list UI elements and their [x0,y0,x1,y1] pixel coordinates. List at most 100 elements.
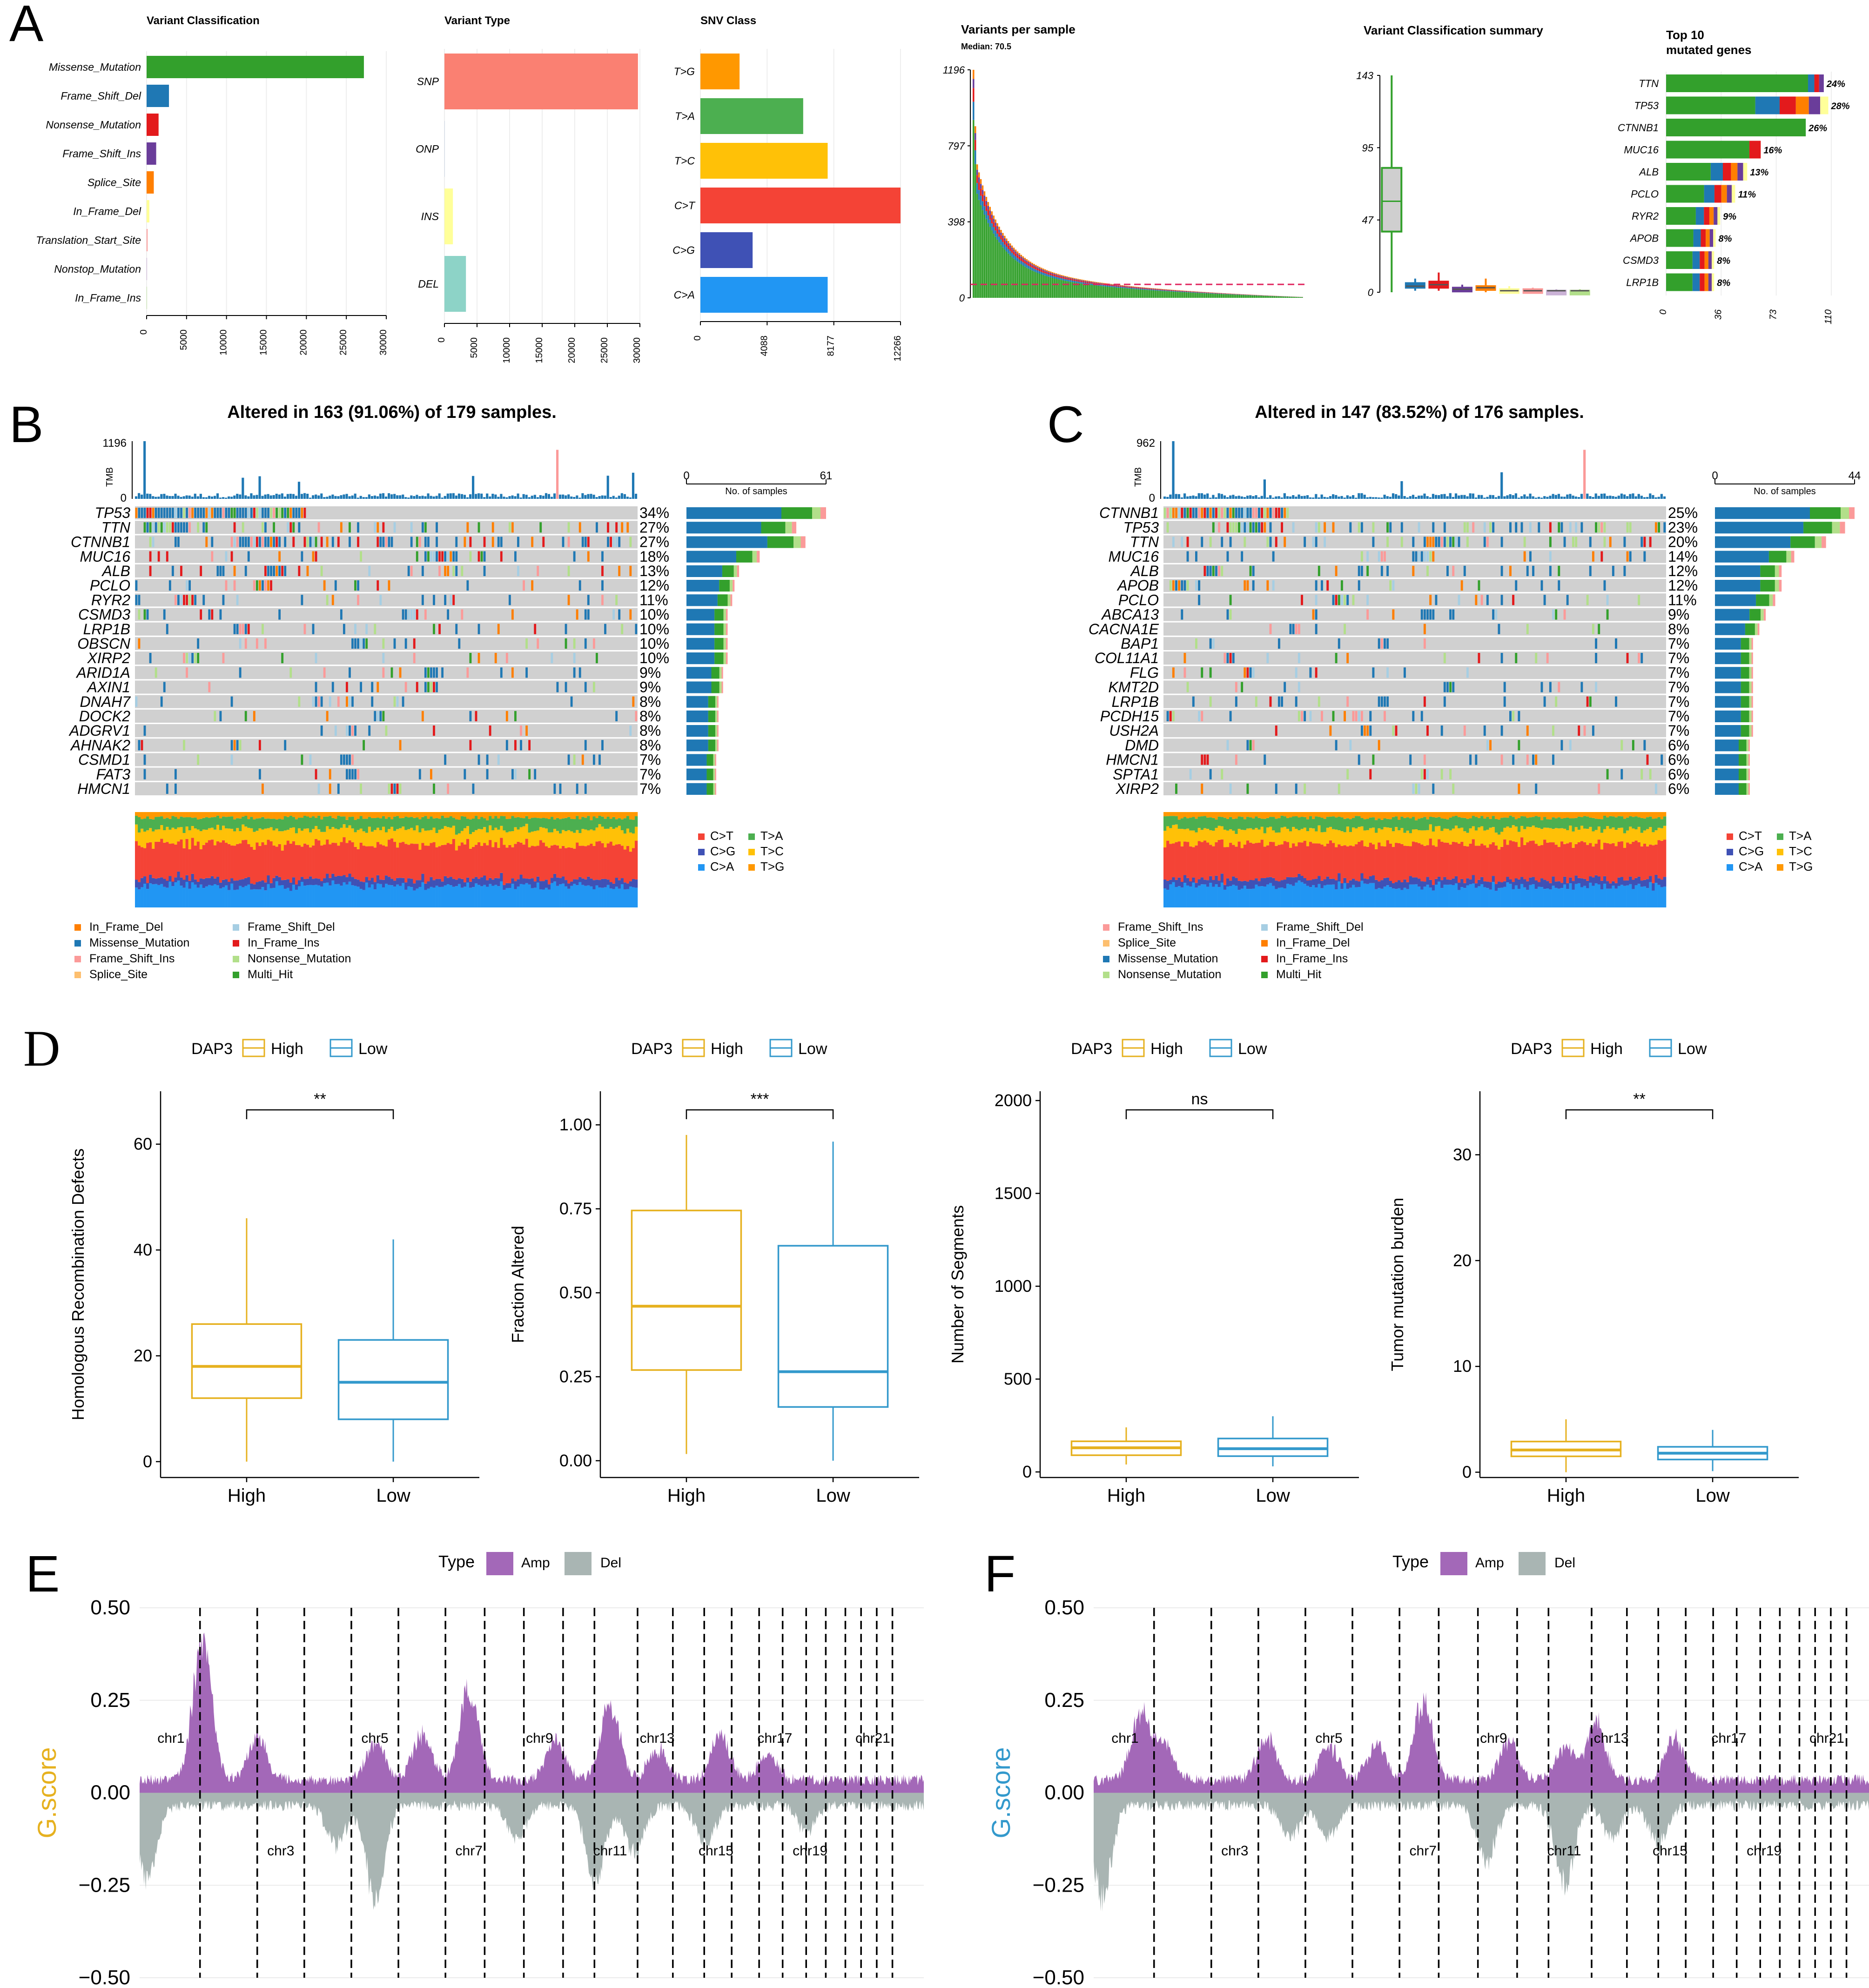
titv-segment [1338,816,1341,831]
mutation-cell [483,551,486,562]
titv-segment [609,827,612,842]
mutation-cell [618,609,621,620]
sample-bar [1145,289,1147,290]
sample-bar [1004,241,1006,245]
titv-segment [244,826,248,840]
titv-segment [1355,880,1358,887]
titv-segment [1200,816,1204,830]
titv-segment [376,875,380,884]
mutation-cell [505,711,508,721]
titv-segment [427,888,430,907]
mutation-cell [410,522,413,533]
titv-segment [1197,841,1201,880]
mutation-cell [1452,783,1455,794]
mutation-cell [202,595,205,605]
mutation-cell [214,711,216,721]
sample-bar [1114,286,1116,288]
y-tick-label: 0 [1368,287,1374,298]
titv-segment [1500,882,1504,888]
mutation-cell [255,508,258,518]
mutation-cell [444,551,447,562]
titv-segment [242,812,245,817]
titv-segment [326,812,329,817]
titv-segment [320,845,323,881]
mutation-cell [281,653,284,664]
titv-segment [1652,812,1655,819]
sample-bar [1059,276,1061,278]
mutation-cell [1443,653,1446,664]
sample-count-segment [1715,739,1739,752]
mutation-cell [1212,508,1215,518]
sample-bar [1200,292,1202,293]
sample-bar [1193,293,1195,298]
mutation-cell [208,682,211,692]
titv-segment [354,879,357,886]
titv-segment [1526,818,1529,827]
titv-segment [272,878,276,888]
mutation-cell [320,696,323,707]
titv-segment [1438,876,1441,882]
titv-segment [410,817,413,828]
titv-segment [180,877,183,886]
mutation-cell [247,508,250,518]
titv-segment [1246,828,1250,841]
titv-segment [331,842,335,874]
sample-count-segment [1832,522,1840,534]
titv-segment [345,843,349,877]
titv-segment [1552,817,1555,829]
mutation-cell [346,769,348,779]
mutation-cell [1235,522,1237,533]
mutation-cell [1429,537,1432,547]
mutation-cell [424,537,427,547]
sample-count-segment [713,754,715,766]
titv-segment [337,884,340,907]
titv-segment [283,880,287,889]
titv-segment [379,880,383,884]
tmb-axis-label: TMB [105,467,115,487]
tmb-bar [1243,497,1246,499]
tmb-bar [618,496,620,499]
sample-bar [1183,292,1186,298]
mutation-cell [157,522,160,533]
tmb-bar [351,495,354,499]
titv-segment [1458,890,1461,907]
mutation-cell [433,725,435,736]
titv-segment [1338,881,1341,907]
gene-percent: 9% [639,679,661,696]
titv-segment [157,829,161,842]
titv-segment [194,879,197,885]
sample-bar [1042,275,1044,298]
titv-segment [1474,830,1478,846]
tmb-bar [1438,495,1440,499]
sample-count-segment [714,652,724,665]
sample-bar [1101,285,1103,286]
titv-segment [390,819,394,827]
sample-count-segment [1715,623,1745,635]
titv-segment [1217,826,1221,840]
gene-percent: 10% [639,606,669,623]
mutation-cell [1426,725,1429,736]
titv-segment [359,828,363,843]
titv-segment [1466,819,1469,833]
titv-segment [393,887,397,907]
tmb-bar [407,497,410,499]
titv-segment [618,888,621,907]
titv-segment [500,838,503,873]
sample-bar [1195,292,1197,293]
tmb-bar [1529,493,1532,499]
sample-bar [1174,290,1177,291]
titv-segment [522,826,525,845]
titv-segment [1166,816,1170,826]
titv-segment [1483,812,1486,819]
mutation-cell [1235,508,1237,518]
titv-segment [1446,812,1449,819]
titv-segment [1472,839,1475,875]
tmb-bar [1272,497,1275,499]
mutation-cell [390,667,393,678]
sample-bar [1081,279,1083,281]
sample-bar [1209,293,1211,294]
mutation-cell [1640,537,1643,547]
mutation-cell [312,551,315,562]
sample-bar [1204,293,1206,298]
titv-segment [264,819,267,829]
